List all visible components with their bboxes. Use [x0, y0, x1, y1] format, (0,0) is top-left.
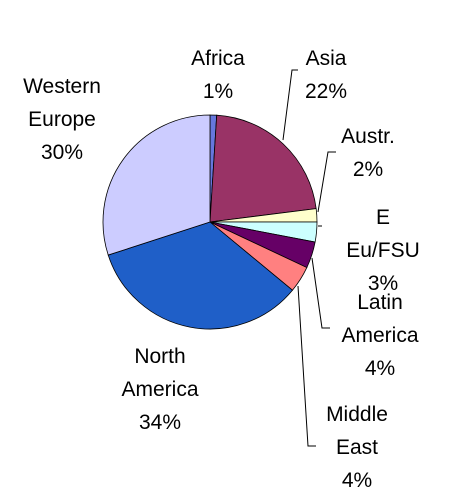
- value-label: 4%: [364, 357, 396, 380]
- pie-slice: [209, 114, 317, 223]
- category-label: Latin America: [341, 291, 419, 347]
- category-label: Africa: [191, 47, 245, 70]
- category-label: Asia: [305, 47, 347, 70]
- value-label: 4%: [341, 469, 373, 492]
- leader-line: [317, 151, 336, 213]
- pie-slice: [102, 114, 211, 256]
- category-label: North America: [121, 345, 199, 401]
- slice-label: Austr. 2%: [341, 120, 395, 186]
- value-label: 22%: [304, 80, 348, 103]
- value-label: 3%: [367, 272, 399, 295]
- category-label: E Eu/FSU: [346, 206, 420, 262]
- leader-line: [282, 69, 298, 141]
- slice-label: Asia 22%: [305, 42, 347, 108]
- value-label: 1%: [202, 80, 234, 103]
- value-label: 30%: [40, 141, 84, 164]
- leader-lines: [282, 69, 336, 447]
- slice-label: North America 34%: [121, 340, 198, 439]
- slice-label: Latin America 4%: [341, 286, 418, 385]
- slice-label: Africa 1%: [191, 42, 245, 108]
- category-label: Middle East: [326, 403, 388, 459]
- category-label: Western Europe: [23, 75, 101, 131]
- slice-label: Middle East 4%: [326, 398, 388, 497]
- slice-label: E Eu/FSU 3%: [345, 201, 422, 300]
- value-label: 34%: [138, 411, 182, 434]
- category-label: Austr.: [341, 125, 395, 148]
- pie-slice: [107, 221, 294, 330]
- value-label: 2%: [352, 158, 384, 181]
- leader-line: [311, 257, 330, 329]
- slice-label: Western Europe 30%: [23, 70, 101, 169]
- leader-line: [297, 285, 316, 447]
